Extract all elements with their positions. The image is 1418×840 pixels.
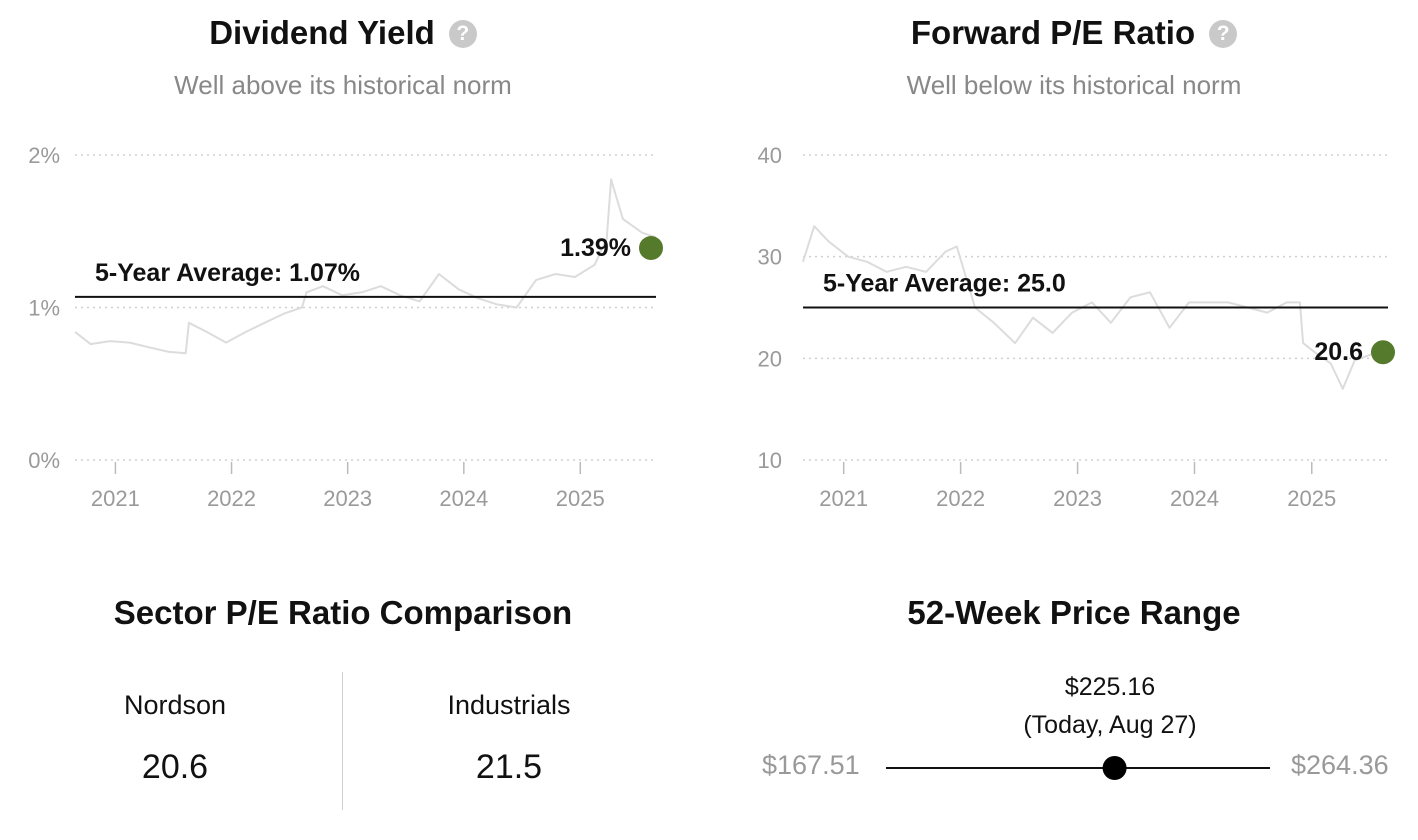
series-line bbox=[802, 225, 1389, 390]
question-circle-icon[interactable]: ? bbox=[1209, 20, 1238, 48]
company-name: Nordson bbox=[123, 690, 227, 720]
current-price: $225.16 bbox=[1064, 673, 1156, 701]
x-tick-label: 2022 bbox=[936, 486, 985, 511]
company-pe-value: 20.6 bbox=[141, 748, 209, 786]
y-tick-label: 10 bbox=[758, 448, 782, 473]
sector-name: Industrials bbox=[447, 690, 571, 720]
dividend-yield-chart: 0% 1% 2% 2021 2022 2023 2024 2025 5-Year Average… bbox=[28, 143, 663, 511]
dividend-yield-subtitle: Well above its historical norm bbox=[174, 70, 512, 100]
x-tick-label: 2025 bbox=[556, 486, 605, 511]
dividend-yield-title-text: Dividend Yield bbox=[209, 14, 435, 51]
current-price-marker bbox=[1102, 756, 1127, 780]
y-tick-label: 1% bbox=[28, 296, 60, 321]
forward-pe-title-text: Forward P/E Ratio bbox=[910, 14, 1196, 51]
current-value-label: 1.39% bbox=[560, 234, 631, 262]
y-tick-label: 40 bbox=[758, 143, 782, 168]
range-low: $167.51 bbox=[762, 750, 860, 780]
comparison-divider bbox=[342, 672, 343, 810]
x-tick-label: 2021 bbox=[819, 486, 868, 511]
question-circle-icon[interactable]: ? bbox=[448, 20, 477, 48]
current-price-caption: (Today, Aug 27) bbox=[1023, 711, 1197, 739]
dividend-yield-title: Dividend Yield? bbox=[0, 14, 686, 52]
series-line bbox=[74, 178, 657, 355]
current-value-dot bbox=[1371, 340, 1395, 365]
x-tick-label: 2025 bbox=[1287, 486, 1336, 511]
sector-pe-value: 21.5 bbox=[475, 748, 543, 786]
forward-pe-panel: Forward P/E Ratio? Well below its histor… bbox=[730, 0, 1418, 560]
x-tick-label: 2024 bbox=[1170, 486, 1219, 511]
average-label: 5-Year Average: 25.0 bbox=[823, 270, 1066, 298]
x-tick-label: 2024 bbox=[439, 486, 488, 511]
current-price-label: $225.16 (Today, Aug 27) bbox=[960, 668, 1260, 744]
price-range-title: 52-Week Price Range bbox=[907, 594, 1241, 631]
current-value-dot bbox=[639, 236, 663, 261]
y-tick-label: 2% bbox=[28, 143, 60, 168]
range-high: $264.36 bbox=[1291, 750, 1389, 780]
y-tick-label: 0% bbox=[28, 448, 60, 473]
forward-pe-chart: 10 20 30 40 2021 2022 2023 2024 2025 5-Year Avera… bbox=[758, 143, 1395, 511]
average-label: 5-Year Average: 1.07% bbox=[95, 259, 360, 287]
current-value-label: 20.6 bbox=[1314, 338, 1363, 366]
x-tick-label: 2021 bbox=[91, 486, 140, 511]
x-tick-label: 2023 bbox=[323, 486, 372, 511]
y-tick-label: 20 bbox=[758, 346, 782, 371]
sector-pe-title: Sector P/E Ratio Comparison bbox=[113, 594, 573, 631]
x-tick-label: 2023 bbox=[1053, 486, 1102, 511]
y-tick-label: 30 bbox=[758, 245, 782, 270]
price-range-track bbox=[886, 756, 1270, 780]
dividend-yield-panel: Dividend Yield? Well above its historica… bbox=[0, 0, 700, 560]
forward-pe-title: Forward P/E Ratio? bbox=[730, 14, 1418, 52]
x-tick-label: 2022 bbox=[207, 486, 256, 511]
forward-pe-subtitle: Well below its historical norm bbox=[906, 70, 1242, 100]
